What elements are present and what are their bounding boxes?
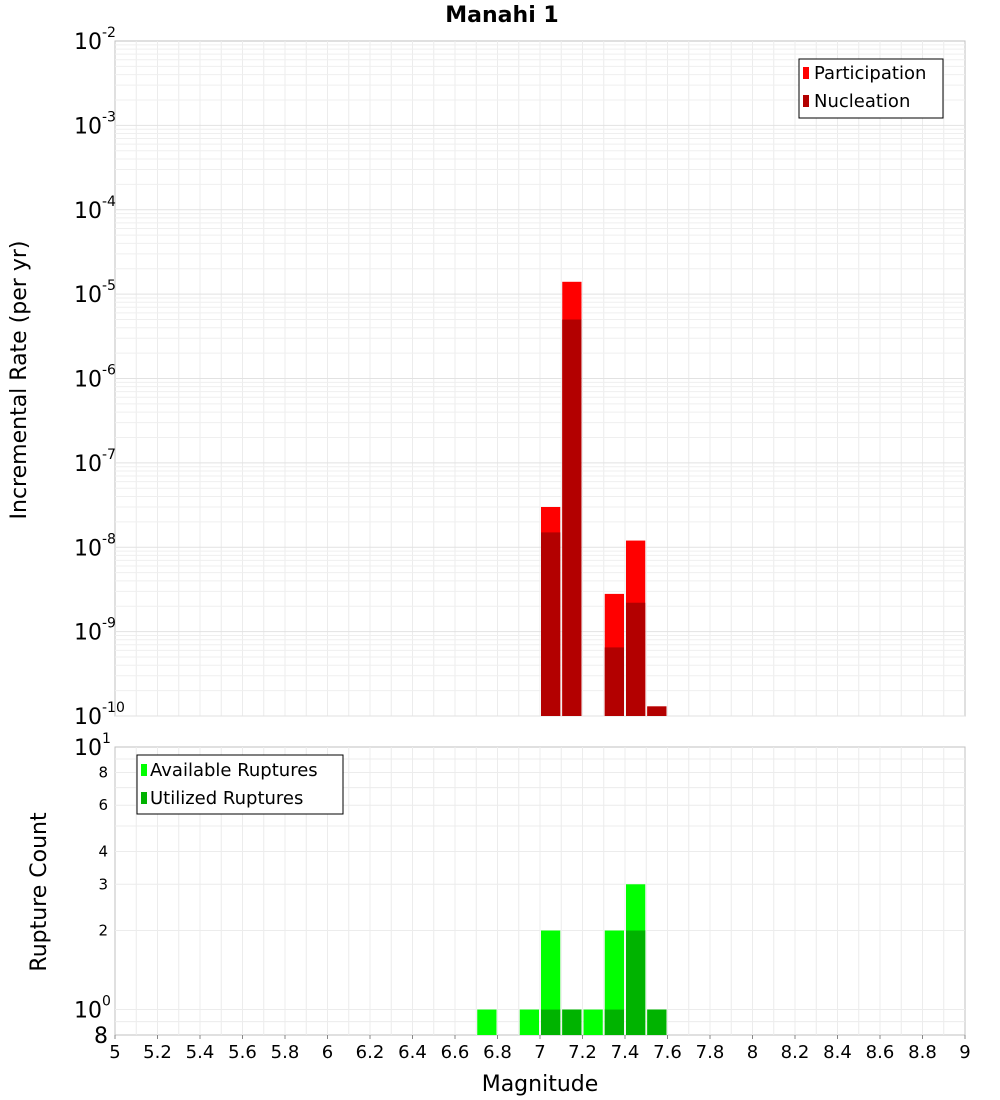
rate-ytick-label: 10-4	[74, 194, 116, 224]
bar-nucleation	[626, 602, 646, 716]
count-ytick-label: 2	[98, 922, 108, 940]
x-tick-label: 7.4	[611, 1042, 640, 1063]
bar-nucleation	[562, 319, 582, 716]
count-ytick-label: 4	[98, 842, 108, 860]
x-tick-label: 8.8	[908, 1042, 937, 1063]
bar-nucleation	[647, 706, 667, 716]
x-tick-label: 9	[959, 1042, 970, 1063]
x-tick-label: 6.4	[398, 1042, 427, 1063]
rate-ytick-label: 10-8	[74, 531, 116, 561]
x-axis-label: Magnitude	[482, 1072, 599, 1097]
x-tick-label: 6	[322, 1042, 333, 1063]
count-legend-box	[136, 754, 344, 815]
x-tick-label: 8.2	[781, 1042, 810, 1063]
rate-ytick-label: 10-6	[74, 363, 116, 393]
legend-swatch-utilized-ruptures	[141, 792, 147, 804]
x-axis: 5 5.2 5.4 5.6 5.8 6 6.2 6.4 6.6 6.8 7 7.2 7.4 7.6 7.8 8…	[109, 1035, 971, 1063]
rate-legend-box	[798, 58, 944, 119]
bar-available-ruptures	[583, 1009, 603, 1035]
top-y-axis-label: Incremental Rate (per yr)	[7, 241, 32, 520]
legend-label-nucleation: Nucleation	[814, 91, 910, 112]
count-ytick-label: 101	[74, 731, 111, 761]
bar-utilized-ruptures	[647, 1009, 667, 1035]
x-tick-label: 8.6	[866, 1042, 895, 1063]
count-ytick-label: 100	[74, 994, 111, 1024]
bar-available-ruptures	[604, 930, 624, 1035]
legend-label-available-ruptures: Available Ruptures	[150, 760, 318, 781]
bar-utilized-ruptures	[541, 1009, 561, 1035]
count-ytick-label: 8	[98, 763, 108, 781]
x-tick-label: 6.6	[441, 1042, 470, 1063]
rate-panel: 10-10 10-9 10-8 10-7 10-6 10-5 10-4 10-3 10-2 Par…	[74, 25, 966, 730]
x-tick-label: 5	[109, 1042, 120, 1063]
rate-ytick-label: 10-9	[74, 616, 116, 646]
x-tick-label: 6.2	[356, 1042, 385, 1063]
chart-title: Manahi 1	[445, 3, 558, 28]
x-tick-label: 5.4	[186, 1042, 215, 1063]
rate-ytick-label: 10-7	[74, 447, 116, 477]
bar-utilized-ruptures	[626, 930, 646, 1035]
count-ytick-bottom-label: 8	[94, 1024, 108, 1049]
x-tick-label: 5.6	[228, 1042, 257, 1063]
legend-swatch-participation	[803, 67, 809, 79]
x-tick-label: 7.2	[568, 1042, 597, 1063]
x-tick-label: 8	[747, 1042, 758, 1063]
x-tick-label: 8.4	[823, 1042, 852, 1063]
bar-nucleation	[541, 532, 561, 716]
rate-ytick-label: 10-2	[74, 25, 116, 55]
bar-nucleation	[604, 647, 624, 716]
x-tick-label: 7.6	[653, 1042, 682, 1063]
x-tick-label: 7	[534, 1042, 545, 1063]
x-tick-label: 6.8	[483, 1042, 512, 1063]
rate-legend: Participation Nucleation	[798, 58, 944, 119]
legend-label-utilized-ruptures: Utilized Ruptures	[150, 788, 303, 809]
legend-label-participation: Participation	[814, 63, 926, 84]
rate-ytick-label: 10-5	[74, 278, 116, 308]
count-ytick-label: 3	[98, 875, 108, 893]
legend-swatch-nucleation	[803, 95, 809, 107]
x-tick-label: 5.8	[271, 1042, 300, 1063]
x-tick-label: 5.2	[143, 1042, 172, 1063]
count-legend: Available Ruptures Utilized Ruptures	[136, 754, 344, 815]
bottom-y-axis-label: Rupture Count	[27, 812, 52, 972]
bar-utilized-ruptures	[562, 1009, 582, 1035]
bar-available-ruptures	[541, 930, 561, 1035]
rate-ytick-label: 10-3	[74, 109, 116, 139]
legend-swatch-available-ruptures	[141, 764, 147, 776]
count-ytick-label: 6	[98, 796, 108, 814]
x-tick-label: 7.8	[696, 1042, 725, 1063]
bar-utilized-ruptures	[604, 1009, 624, 1035]
bar-available-ruptures	[519, 1009, 539, 1035]
bar-available-ruptures	[477, 1009, 497, 1035]
rate-ytick-label: 10-10	[74, 700, 125, 730]
